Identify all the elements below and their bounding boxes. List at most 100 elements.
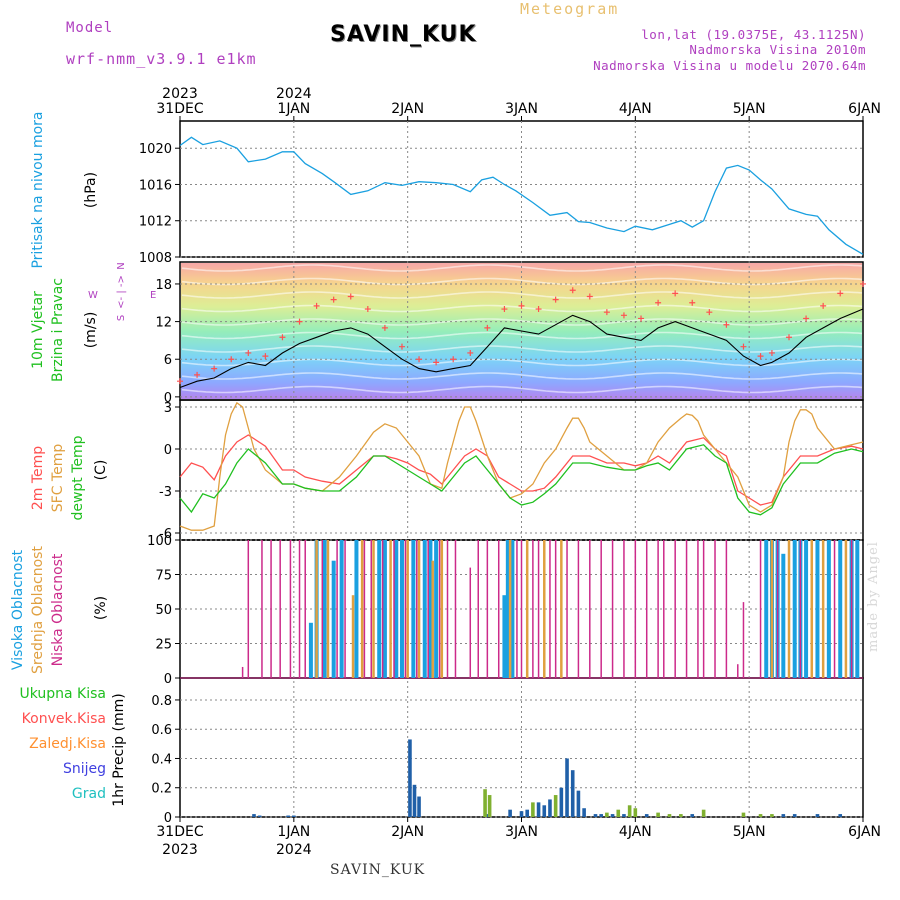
cloud-high-bar bbox=[502, 595, 507, 678]
precip-bar bbox=[667, 814, 672, 817]
top-year-label: 2024 bbox=[276, 86, 312, 102]
cloud-low-bar bbox=[737, 664, 739, 678]
precip-bar bbox=[559, 787, 564, 817]
cloud-low-bar bbox=[520, 540, 523, 678]
wind-mean-line bbox=[179, 308, 864, 389]
cloud-low-bar bbox=[289, 540, 292, 678]
precip-bar bbox=[508, 809, 512, 817]
cloud-low-bar bbox=[381, 540, 384, 678]
cloud-low-bar bbox=[623, 540, 625, 678]
precip-bar bbox=[593, 814, 598, 817]
temperature-ytick-label: 0 bbox=[164, 443, 172, 458]
cloud-high-bar bbox=[394, 540, 399, 678]
precip-bar bbox=[483, 789, 487, 817]
cloud-mid-bar bbox=[372, 540, 375, 678]
cloud-mid-bar bbox=[431, 560, 434, 678]
wind-gust-marker bbox=[586, 293, 593, 300]
bottom-day-label: 31DEC bbox=[156, 824, 203, 840]
cloud-low-bar bbox=[742, 602, 745, 678]
model-label: Model bbox=[66, 20, 114, 36]
cloud-mid-bar bbox=[389, 540, 392, 678]
precip-legend-item: Zaledj.Kisa bbox=[29, 736, 106, 752]
pressure-ytick-label: 1016 bbox=[139, 178, 172, 193]
cloud-low-bar bbox=[725, 540, 728, 678]
cloud-low-bar bbox=[438, 540, 441, 678]
cloud-low-bar bbox=[261, 540, 263, 678]
cloud-high-bar bbox=[411, 540, 416, 678]
cloud-low-bar bbox=[554, 540, 557, 678]
precip-bar bbox=[741, 812, 746, 817]
cloud-low-bar bbox=[469, 567, 472, 678]
wind-gust-marker bbox=[723, 321, 730, 328]
cloud-mid-bar bbox=[417, 540, 421, 678]
precip-bar bbox=[644, 814, 649, 817]
wind-gust-marker bbox=[381, 324, 388, 331]
temp-unit: (C) bbox=[93, 460, 109, 481]
cloud-mid-bar bbox=[770, 540, 774, 678]
wind-gust-marker bbox=[313, 302, 320, 309]
precip-bar bbox=[525, 809, 529, 817]
cloud-low-bar bbox=[241, 666, 244, 678]
cloud-low-bar bbox=[321, 540, 324, 678]
cloud-high-bar bbox=[781, 553, 786, 678]
precip-bar bbox=[656, 812, 660, 817]
bottom-year-label: 2023 bbox=[162, 842, 198, 858]
precip-bar bbox=[622, 814, 626, 817]
clouds-ytick-label: 50 bbox=[155, 603, 172, 618]
cloud-high-bar bbox=[838, 540, 843, 678]
cloud-low-ylabel: Niska Oblacnost bbox=[50, 553, 66, 666]
cloud-high-bar bbox=[428, 540, 433, 678]
precip-bar bbox=[792, 814, 797, 817]
cloud-low-bar bbox=[685, 540, 688, 678]
precip-ylabel: 1hr Precip (mm) bbox=[111, 693, 127, 806]
wind-gust-marker bbox=[803, 315, 810, 322]
cloud-mid-bar bbox=[440, 540, 444, 678]
wind-ylabel-2: Brzina i Pravac bbox=[50, 278, 66, 382]
precip-bar bbox=[679, 814, 683, 817]
cloud-mid-bar bbox=[360, 540, 364, 678]
temp-sfc-line bbox=[179, 401, 864, 531]
cloud-low-bar bbox=[477, 540, 479, 678]
precip-bar bbox=[487, 795, 492, 817]
model-name: wrf-nmm_v3.9.1 e1km bbox=[66, 50, 257, 68]
cloud-low-bar bbox=[279, 540, 281, 678]
precip-bar bbox=[610, 814, 615, 817]
precipitation-ytick-label: 0.4 bbox=[151, 752, 172, 767]
precip-bar bbox=[292, 815, 296, 817]
cloud-low-bar bbox=[663, 540, 665, 678]
cloud-mid-bar bbox=[543, 540, 546, 678]
wind-ylabel-1: 10m Vjetar bbox=[30, 291, 46, 369]
cloud-high-bar bbox=[399, 540, 404, 678]
cloud-low-bar bbox=[850, 540, 853, 678]
bottom-year-label: 2024 bbox=[276, 842, 312, 858]
cloud-low-bar bbox=[657, 540, 659, 678]
top-day-label: 5JAN bbox=[733, 101, 766, 117]
cloud-mid-bar bbox=[315, 540, 318, 678]
wind-gust-marker bbox=[820, 302, 827, 309]
precip-bar bbox=[605, 812, 609, 817]
cloud-low-bar bbox=[589, 540, 591, 678]
bottom-day-label: 4JAN bbox=[619, 824, 652, 840]
wind-ytick-label: 18 bbox=[155, 278, 172, 293]
wind-gust-marker bbox=[330, 296, 337, 303]
cloud-low-bar bbox=[674, 540, 676, 678]
cloud-high-bar bbox=[510, 540, 515, 678]
cloud-low-bar bbox=[549, 540, 551, 678]
precip-bar bbox=[412, 784, 417, 817]
wind-gust-marker bbox=[194, 371, 201, 378]
cloud-low-bar bbox=[270, 540, 272, 678]
wind-gust-marker bbox=[364, 306, 371, 313]
precip-bar bbox=[781, 814, 786, 817]
cloud-high-bar bbox=[764, 540, 769, 678]
precip-bar bbox=[701, 809, 706, 817]
precip-bar bbox=[565, 758, 569, 817]
precip-legend-item: Grad bbox=[72, 786, 106, 802]
bottom-day-label: 6JAN bbox=[848, 824, 881, 840]
top-day-label: 1JAN bbox=[277, 101, 310, 117]
precip-bar bbox=[690, 814, 695, 817]
wind-gust-marker bbox=[501, 306, 508, 313]
wind-gust-marker bbox=[228, 356, 235, 363]
cloud-low-bar bbox=[304, 540, 306, 678]
pressure-ytick-label: 1008 bbox=[139, 251, 172, 266]
wind-barb-row bbox=[181, 372, 863, 380]
